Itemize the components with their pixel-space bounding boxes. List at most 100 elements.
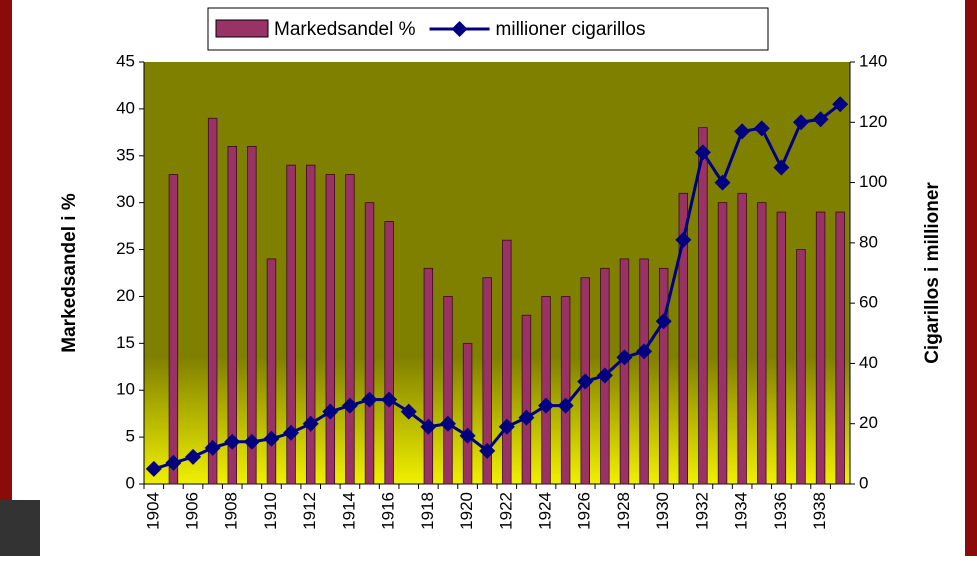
marker: [498, 418, 515, 435]
marker: [694, 144, 711, 161]
bar: [717, 202, 728, 485]
x-tick-label: 1932: [692, 492, 711, 530]
marker: [655, 313, 672, 330]
bar: [286, 164, 296, 485]
marker: [243, 433, 260, 450]
bar: [835, 211, 845, 485]
marker: [714, 174, 731, 191]
marker: [792, 114, 809, 131]
bar: [776, 211, 787, 485]
marker: [734, 123, 751, 140]
x-tick-label: 1924: [536, 492, 555, 530]
bar: [325, 174, 336, 485]
bar: [541, 296, 551, 485]
legend-swatch: [215, 19, 269, 38]
marker: [381, 391, 398, 408]
marker: [675, 231, 692, 248]
y-tick-label: 35: [116, 145, 135, 164]
y-tick-label: 10: [116, 380, 135, 399]
marker: [341, 397, 358, 414]
y2-tick-label: 140: [859, 51, 887, 70]
marker: [204, 439, 221, 456]
y2-tick-label: 120: [859, 112, 887, 131]
bar: [482, 277, 492, 485]
x-tick-label: 1936: [771, 492, 790, 530]
x-tick-label: 1938: [810, 492, 829, 530]
x-tick-label: 1934: [732, 492, 751, 530]
y2-tick-label: 60: [859, 293, 878, 312]
marker: [773, 159, 790, 176]
bar: [364, 202, 375, 485]
y-tick-label: 25: [116, 239, 135, 258]
legend: [207, 7, 769, 51]
marker: [538, 397, 555, 414]
bar: [384, 221, 394, 485]
bar: [305, 164, 316, 485]
y2-tick-label: 0: [859, 473, 868, 492]
x-tick-label: 1928: [614, 492, 633, 530]
bar: [737, 192, 747, 485]
bar: [502, 239, 512, 485]
plot-area: [144, 62, 850, 484]
y2-tick-label: 80: [859, 232, 878, 251]
marker: [224, 433, 241, 450]
marker: [753, 120, 770, 137]
x-tick-label: 1904: [143, 492, 162, 530]
marker: [420, 418, 437, 435]
x-tick-label: 1926: [575, 492, 594, 530]
y-tick-label: 45: [116, 51, 135, 70]
x-tick-label: 1914: [339, 492, 358, 530]
photo-fragment: [0, 500, 40, 556]
bar: [698, 127, 708, 485]
marker: [636, 343, 653, 360]
legend-label: millioner cigarillos: [496, 19, 646, 40]
marker: [518, 409, 535, 426]
y-tick-label: 30: [116, 192, 135, 211]
bar: [266, 258, 277, 485]
marker: [145, 460, 162, 477]
bar: [757, 202, 767, 485]
bar: [443, 296, 453, 485]
marker: [185, 448, 202, 465]
marker: [812, 111, 829, 128]
marker: [263, 430, 280, 447]
bar: [227, 145, 237, 485]
x-tick-label: 1930: [653, 492, 672, 530]
y-axis-title: Markedsandel i %: [59, 193, 80, 353]
x-tick-label: 1906: [183, 492, 202, 530]
legend-label: Markedsandel %: [274, 19, 416, 40]
y2-tick-label: 20: [859, 413, 878, 432]
bar: [658, 267, 669, 485]
y-tick-label: 40: [116, 98, 135, 117]
x-tick-label: 1916: [379, 492, 398, 530]
x-tick-label: 1922: [496, 492, 515, 530]
marker: [302, 415, 319, 432]
bar: [168, 174, 179, 485]
marker: [577, 373, 594, 390]
marker: [439, 415, 456, 432]
x-tick-label: 1920: [457, 492, 476, 530]
x-tick-label: 1912: [300, 492, 319, 530]
marker: [616, 349, 633, 366]
marker: [361, 391, 378, 408]
marker: [322, 403, 339, 420]
bar: [423, 267, 434, 485]
marker: [596, 367, 613, 384]
legend-swatch: [451, 21, 468, 37]
bar: [345, 174, 355, 485]
marker: [283, 424, 300, 441]
bar: [521, 314, 532, 485]
y2-axis-title: Cigarillos i millioner: [922, 182, 943, 364]
bar: [678, 192, 689, 485]
y2-tick-label: 40: [859, 353, 878, 372]
y-tick-label: 20: [116, 286, 135, 305]
y-tick-label: 5: [126, 427, 135, 446]
bar: [815, 211, 826, 485]
bar: [560, 296, 571, 485]
y2-tick-label: 100: [859, 172, 887, 191]
bar: [796, 249, 806, 485]
bar: [639, 258, 649, 485]
x-tick-label: 1910: [261, 492, 280, 530]
bar: [207, 117, 218, 485]
